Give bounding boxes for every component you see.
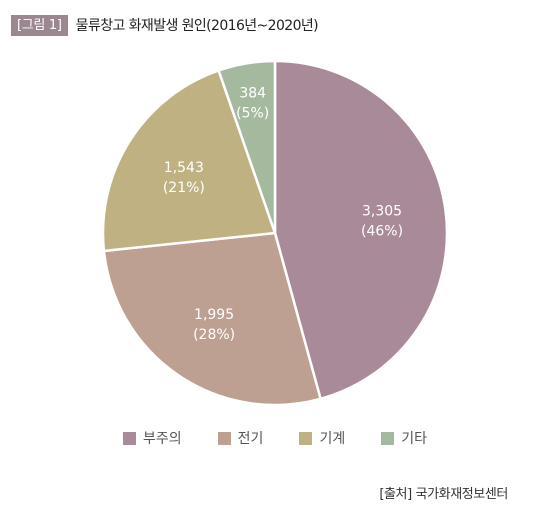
pie-slices	[101, 59, 449, 407]
legend-item-부주의: 부주의	[123, 428, 182, 448]
legend-label: 기타	[401, 431, 427, 447]
legend-label: 전기	[237, 431, 264, 447]
legend-swatch	[217, 431, 231, 445]
pie-labels: 3,305 (46%) 1,995 (28%) 1,543 (21%) 384 (5%)	[163, 86, 403, 343]
pie-percent-label: (21%)	[163, 180, 205, 196]
legend-item-기계: 기계	[299, 428, 345, 448]
legend-label: 부주의	[143, 431, 182, 447]
chart-header: [그림 1] 물류창고 화재발생 원인(2016년~2020년)	[11, 14, 319, 36]
pie-slice-기타	[217, 59, 277, 235]
pie-slice-기계	[101, 69, 277, 253]
source-note: [출처] 국가화재정보센터	[379, 487, 508, 502]
pie-data-label: 384 (5%)	[236, 86, 269, 122]
legend-label: 기계	[319, 431, 346, 447]
legend-swatch	[123, 431, 137, 445]
legend: 부주의 전기 기계 기타	[0, 428, 550, 448]
figure-tag: [그림 1]	[11, 14, 68, 36]
pie-chart: 3,305 (46%) 1,995 (28%) 1,543 (21%) 384 (5%)	[101, 59, 449, 407]
pie-data-label: 1,543 (21%)	[163, 160, 205, 196]
pie-percent-label: (5%)	[236, 106, 269, 122]
pie-slice-전기	[102, 231, 322, 407]
pie-value-label: 3,305	[362, 204, 402, 220]
pie-data-label: 1,995 (28%)	[193, 307, 235, 343]
pie-percent-label: (28%)	[193, 327, 235, 343]
pie-percent-label: (46%)	[361, 224, 403, 240]
legend-item-기타: 기타	[381, 428, 427, 448]
legend-item-전기: 전기	[217, 428, 264, 448]
pie-value-label: 1,543	[164, 160, 204, 176]
legend-swatch	[381, 431, 395, 445]
chart-title: 물류창고 화재발생 원인(2016년~2020년)	[75, 18, 319, 34]
pie-data-label: 3,305 (46%)	[361, 204, 403, 240]
pie-value-label: 384	[239, 86, 266, 102]
pie-slice-부주의	[273, 59, 449, 401]
legend-swatch	[299, 431, 313, 445]
pie-value-label: 1,995	[194, 307, 234, 323]
